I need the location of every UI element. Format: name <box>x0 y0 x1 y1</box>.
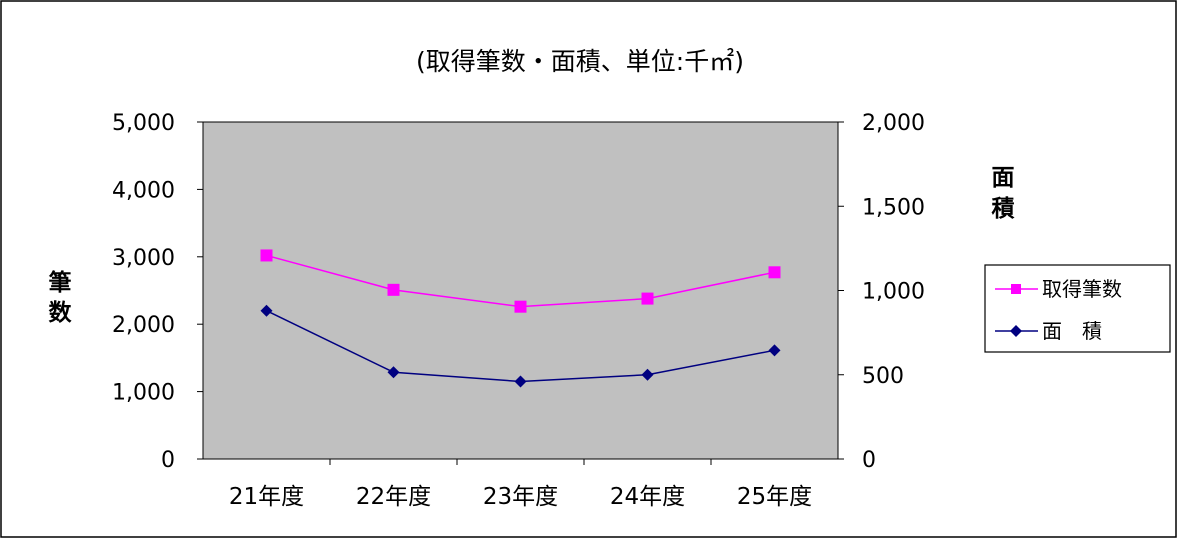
x-tick-label: 22年度 <box>356 484 431 510</box>
y-right-tick-label: 500 <box>862 364 904 389</box>
y-right-tick-label: 1,000 <box>862 280 925 305</box>
data-point-series-1 <box>514 300 527 313</box>
legend-marker-series-1 <box>1011 284 1021 294</box>
y-left-tick-label: 1,000 <box>112 381 175 406</box>
y-left-label-char-2: 数 <box>49 300 73 326</box>
data-point-series-1 <box>768 266 781 279</box>
legend-box <box>984 264 1171 353</box>
y-left-label-char-1: 筆 <box>49 269 72 296</box>
data-point-series-2 <box>641 368 654 381</box>
data-point-series-2 <box>387 366 400 379</box>
x-tick-label: 25年度 <box>737 484 812 510</box>
y-left-tick-label: 2,000 <box>112 313 175 338</box>
legend-label-series-2: 面 積 <box>1042 319 1102 343</box>
axes: 21年度 22年度 23年度 24年度 25年度 0 1,000 2,000 3,000 4,00… <box>112 111 925 510</box>
data-point-series-2 <box>260 304 273 317</box>
chart-title: (取得筆数・面積、単位:千㎡) <box>416 47 744 76</box>
data-point-series-2 <box>514 375 527 388</box>
y-left-tick-label: 0 <box>161 448 175 473</box>
y-right-tick-label: 0 <box>862 448 876 473</box>
legend-label-series-1: 取得筆数 <box>1042 277 1122 301</box>
y-right-label-char-1: 面 <box>992 165 1015 191</box>
data-point-series-1 <box>641 292 654 305</box>
data-point-series-2 <box>768 344 781 357</box>
y-left-tick-label: 3,000 <box>112 246 175 271</box>
legend-marker-series-2 <box>1010 325 1022 337</box>
x-tick-label: 24年度 <box>610 484 685 510</box>
y-right-tick-label: 2,000 <box>862 111 925 136</box>
y-right-label-char-2: 積 <box>992 196 1016 222</box>
data-point-series-1 <box>260 249 273 262</box>
x-tick-label: 23年度 <box>483 484 558 510</box>
plot-area <box>202 121 839 460</box>
y-right-tick-label: 1,500 <box>862 195 925 220</box>
y-left-tick-label: 4,000 <box>112 178 175 203</box>
y-left-tick-label: 5,000 <box>112 111 175 136</box>
data-point-series-1 <box>387 283 400 296</box>
legend: 取得筆数 面 積 <box>984 264 1171 353</box>
x-tick-label: 21年度 <box>229 484 304 510</box>
series-markers <box>260 249 781 388</box>
